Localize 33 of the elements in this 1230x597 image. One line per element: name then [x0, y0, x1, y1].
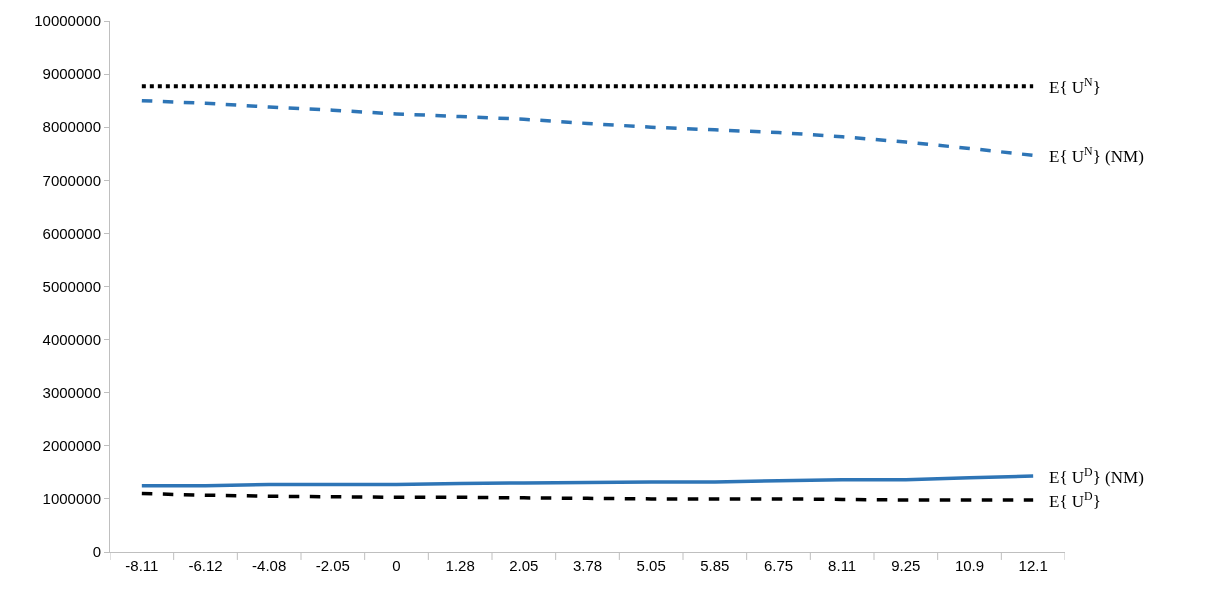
x-tick-label: 2.05	[509, 557, 539, 574]
y-tick-label: 9000000	[42, 65, 101, 83]
x-tick-label: 3.78	[572, 557, 603, 574]
line-series	[140, 98, 1035, 158]
y-tick-label: 2000000	[42, 437, 101, 455]
y-tick-label: 0	[92, 543, 101, 561]
y-tick-label: 4000000	[42, 330, 101, 348]
x-tick-label: 5.85	[700, 557, 730, 574]
series-label: E{ U$^{D}$}	[1049, 489, 1101, 512]
series-label: E{ U$^{N}$} (NM)	[1049, 144, 1144, 167]
x-tick-label: -2.05	[315, 557, 350, 574]
y-tick-label: 6000000	[42, 224, 101, 242]
series-label: E{ U$^{D}$} (NM)	[1049, 465, 1144, 488]
y-tick-label: 10000000	[34, 12, 101, 30]
x-tick-label: -4.08	[252, 557, 287, 574]
y-tick-label: 7000000	[42, 171, 101, 189]
x-tick-label: -8.11	[125, 557, 159, 574]
x-tick-label: 8.11	[828, 557, 857, 574]
x-tick-label: 6.75	[763, 557, 794, 574]
x-tick-label: 12.1	[1018, 557, 1048, 574]
y-tick-label: 8000000	[42, 118, 101, 136]
y-tick-label: 5000000	[42, 277, 101, 295]
y-tick-label: 3000000	[42, 383, 101, 401]
x-tick-label: 1.28	[445, 557, 475, 574]
series-label: E{ U$^{N}$}	[1049, 75, 1101, 98]
line-series	[140, 491, 1035, 502]
x-tick-label: 0	[392, 557, 401, 574]
line-series	[140, 474, 1035, 488]
x-tick-label: -6.12	[188, 557, 223, 574]
x-tick-label: 9.25	[891, 557, 921, 574]
x-tick-label: 10.9	[954, 557, 985, 574]
y-tick-label: 1000000	[42, 490, 101, 508]
x-tick-label: 5.05	[636, 557, 666, 574]
